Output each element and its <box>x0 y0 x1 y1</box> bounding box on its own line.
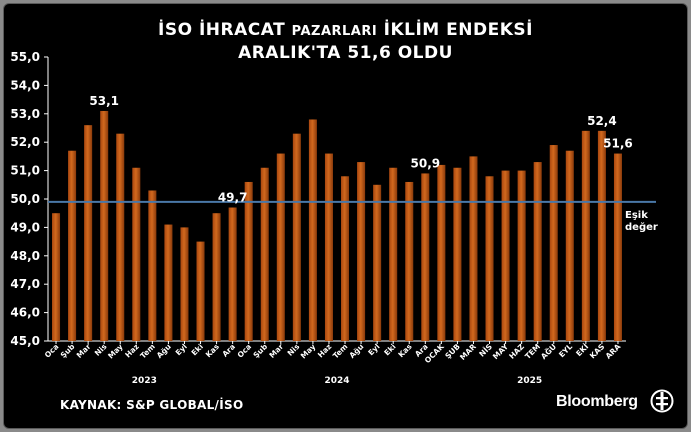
x-tick-label: EKİ <box>574 342 590 358</box>
bar <box>485 176 494 341</box>
y-tick-label: 50,0 <box>10 192 40 206</box>
x-tick-label: Tem <box>331 342 350 361</box>
y-tick-label: 46,0 <box>10 306 40 320</box>
x-tick-label: Mar <box>75 342 93 360</box>
x-tick-label: Haz <box>316 342 333 359</box>
bar <box>308 119 317 341</box>
bar <box>132 167 141 341</box>
chart-title-line1: İSO İHRACAT PAZARLARI İKLİM ENDEKSİ <box>158 20 533 40</box>
bar <box>212 213 221 341</box>
x-tick-label: Kas <box>396 342 414 360</box>
bar <box>549 145 558 341</box>
x-tick-label: Mar <box>267 342 285 360</box>
x-tick-label: Eki <box>382 342 397 357</box>
x-tick-label: Eki <box>190 342 205 357</box>
bar <box>565 150 574 341</box>
bar <box>100 110 109 342</box>
bar <box>469 156 478 341</box>
x-tick-label: Tem <box>138 342 157 361</box>
bar <box>405 181 414 341</box>
bar <box>292 133 301 341</box>
y-tick-label: 48,0 <box>10 249 40 263</box>
bar <box>68 150 77 341</box>
bar <box>260 167 269 341</box>
y-tick-label: 51,0 <box>10 164 40 178</box>
x-tick-label: AĞU <box>539 342 558 361</box>
y-tick-label: 45,0 <box>10 334 40 348</box>
x-tick-label: Oca <box>236 342 254 360</box>
chart-title-line2: ARALIK'TA 51,6 OLDU <box>238 43 453 63</box>
y-tick-label: 47,0 <box>10 277 40 291</box>
y-tick-label: 55,0 <box>10 50 40 64</box>
data-label: 52,4 <box>587 114 617 128</box>
bar <box>116 133 125 341</box>
y-tick-label: 54,0 <box>10 78 40 92</box>
data-label: 51,6 <box>603 137 633 151</box>
bar <box>244 181 253 341</box>
bar <box>148 190 157 341</box>
x-tick-label: May <box>299 342 318 361</box>
x-tick-label: Oca <box>43 342 61 360</box>
x-tick-label: Ağu <box>347 342 365 360</box>
x-tick-label: MAY <box>491 342 510 361</box>
threshold-label: Eşik <box>625 210 648 221</box>
bar <box>84 125 93 341</box>
y-tick-label: 52,0 <box>10 135 40 149</box>
y-tick-label: 49,0 <box>10 220 40 234</box>
x-tick-label: ARA <box>604 342 623 361</box>
x-tick-label: May <box>106 342 125 361</box>
x-tick-label: Şub <box>251 342 269 360</box>
data-label: 49,7 <box>218 191 248 205</box>
bar <box>357 162 366 341</box>
bar <box>421 173 430 341</box>
bar <box>389 167 398 341</box>
bar <box>52 213 61 341</box>
bar <box>373 184 382 341</box>
y-tick-label: 53,0 <box>10 107 40 121</box>
bar <box>453 167 462 341</box>
x-tick-label: Kas <box>204 342 222 360</box>
bar <box>581 130 590 341</box>
x-tick-label: MAR <box>458 342 478 362</box>
bar <box>613 153 622 341</box>
bar <box>180 227 189 341</box>
bar <box>276 153 285 341</box>
x-tick-label: Haz <box>123 342 140 359</box>
bar <box>196 241 205 341</box>
bar <box>228 207 237 341</box>
bar <box>324 153 333 341</box>
data-label: 50,9 <box>411 156 441 170</box>
x-tick-label: Ağu <box>155 342 173 360</box>
bar <box>501 170 510 341</box>
x-tick-label: Eyl <box>174 342 189 357</box>
x-tick-label: TEM <box>523 342 542 361</box>
threshold-label: değer <box>625 221 658 233</box>
x-tick-label: KAS <box>588 342 606 360</box>
x-tick-label: HAZ <box>507 342 526 361</box>
bar <box>164 224 173 341</box>
year-label: 2025 <box>517 376 542 386</box>
x-tick-label: EYL <box>557 342 574 359</box>
x-tick-label: Eyl <box>366 342 381 357</box>
brand-logo-text: Bloomberg <box>556 393 638 410</box>
source-note: KAYNAK: S&P GLOBAL/İSO <box>60 398 244 412</box>
data-label: 53,1 <box>89 94 119 108</box>
bar <box>517 170 526 341</box>
ht-logo-icon <box>650 389 674 413</box>
year-label: 2024 <box>324 376 349 386</box>
bar <box>341 176 350 341</box>
x-tick-label: Ara <box>220 342 237 359</box>
bar <box>437 164 446 341</box>
bar <box>597 130 606 341</box>
x-tick-label: Şub <box>59 342 77 360</box>
year-label: 2023 <box>132 376 157 386</box>
bar <box>533 162 542 341</box>
